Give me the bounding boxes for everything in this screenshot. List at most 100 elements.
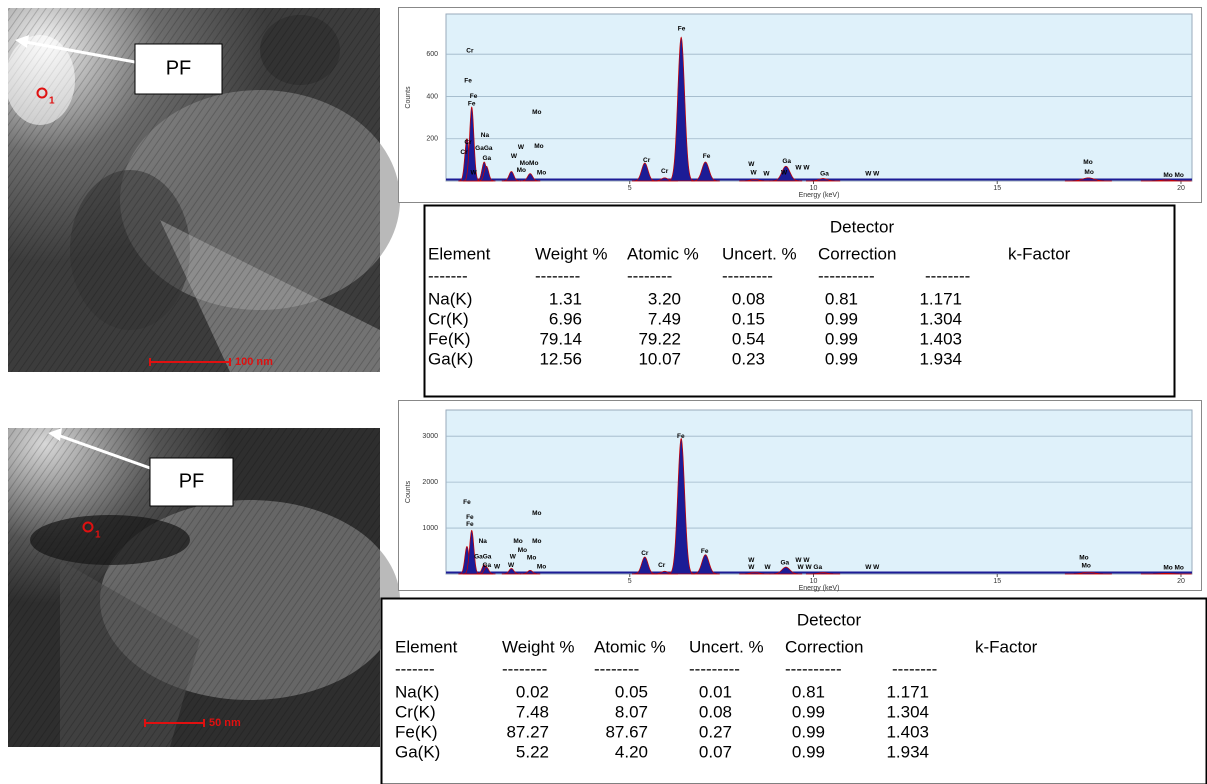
peak-annotation: W W <box>865 564 880 571</box>
table-cell: 0.23 <box>732 349 765 368</box>
peak-annotation: Mo <box>537 170 546 177</box>
table-cell: 79.14 <box>539 329 582 348</box>
peak-annotation: Mo Mo <box>1163 172 1184 179</box>
table-cell: 0.54 <box>732 329 765 348</box>
table-header: k-Factor <box>1008 244 1071 263</box>
table-cell: Na(K) <box>395 682 439 701</box>
peak <box>520 173 541 182</box>
table-cell: 7.48 <box>516 702 549 721</box>
probe-label: 1 <box>49 96 55 107</box>
peak-annotation: Fe <box>701 548 709 555</box>
table-cell: Ga(K) <box>395 742 440 761</box>
peak-annotation: Cr <box>643 157 651 164</box>
table-cell: 0.81 <box>792 682 825 701</box>
scale-label: 50 nm <box>209 717 241 729</box>
peak-annotation: W <box>518 144 525 151</box>
y-tick-label: 1000 <box>422 525 438 532</box>
peak-annotation: Mo <box>532 538 541 545</box>
arrow <box>55 433 151 470</box>
peak-annotation: Fe <box>466 514 474 521</box>
table-cell: 10.07 <box>638 349 681 368</box>
peak-annotation: W <box>781 170 788 177</box>
y-tick-label: 400 <box>426 93 438 100</box>
table-cell: 3.20 <box>648 289 681 308</box>
label-box <box>149 457 234 507</box>
peak <box>1140 179 1192 182</box>
peak-annotation: Fe <box>470 93 478 100</box>
table-cell: 79.22 <box>638 329 681 348</box>
table-separator: -------- <box>627 266 672 285</box>
y-tick-label: 2000 <box>422 479 438 486</box>
peak-annotation: Ga <box>780 560 789 567</box>
table-cell: 0.99 <box>792 722 825 741</box>
table-header: Atomic % <box>627 244 699 263</box>
table-separator: --------- <box>722 266 773 285</box>
peak-annotation: Mo <box>1081 563 1090 570</box>
peak <box>739 571 771 575</box>
peak-annotation: Fe <box>466 521 474 528</box>
peak <box>691 554 720 575</box>
x-tick-label: 15 <box>993 578 1001 585</box>
peak <box>1064 571 1112 575</box>
peak-annotation: Mo <box>532 510 541 517</box>
peak-annotation: W <box>510 554 517 561</box>
y-axis-label: Counts <box>405 86 412 109</box>
peak <box>477 165 496 182</box>
plot-area <box>445 13 1193 182</box>
table-cell: Na(K) <box>428 289 472 308</box>
peak-annotation: Cr <box>464 139 472 146</box>
table-cell: 0.08 <box>699 702 732 721</box>
table-cell: 0.05 <box>615 682 648 701</box>
arrow <box>22 40 136 64</box>
table-cell: 0.81 <box>825 289 858 308</box>
table-header: Atomic % <box>594 637 666 656</box>
table-cell: 0.99 <box>792 702 825 721</box>
peak <box>501 568 522 575</box>
table-separator: ---------- <box>785 659 842 678</box>
x-tick-label: 5 <box>628 185 632 192</box>
peak-annotation: Fe <box>468 101 476 108</box>
scale-label: 100 nm <box>235 356 273 368</box>
table-cell: 0.99 <box>792 742 825 761</box>
probe-marker <box>82 521 94 533</box>
table-cell: Cr(K) <box>428 309 469 328</box>
y-tick-label: 3000 <box>422 433 438 440</box>
table-cell: 4.20 <box>615 742 648 761</box>
table-cell: Ga(K) <box>428 349 473 368</box>
table-cell: 1.171 <box>886 682 929 701</box>
table-cell: 0.02 <box>516 682 549 701</box>
peak <box>1140 572 1192 575</box>
peak-annotation: W <box>748 557 755 564</box>
label-box <box>134 43 223 95</box>
table-cell: 1.934 <box>886 742 929 761</box>
peak <box>769 165 803 182</box>
peak <box>691 161 720 182</box>
table-header: Detector <box>830 217 895 236</box>
table-header: Uncert. % <box>689 637 764 656</box>
table-header: Element <box>428 244 491 263</box>
table-cell: 1.171 <box>919 289 962 308</box>
peak-annotation: Fe <box>677 433 685 440</box>
table-cell: 0.99 <box>825 309 858 328</box>
table-header: Weight % <box>502 637 574 656</box>
peak <box>667 437 695 575</box>
table-separator: --------- <box>689 659 740 678</box>
table-separator: ---------- <box>818 266 875 285</box>
peak <box>501 171 522 182</box>
table-cell: 1.304 <box>886 702 929 721</box>
peak-annotation: W W Ga <box>798 564 823 571</box>
peak-annotation: W <box>511 153 518 160</box>
peak-annotation: Fe <box>463 499 471 506</box>
peak-annotation: Cr <box>641 550 649 557</box>
peak-annotation: Mo <box>1083 159 1092 166</box>
peak-annotation: Cr <box>658 562 666 569</box>
y-tick-label: 200 <box>426 136 438 143</box>
table-separator: ------- <box>428 266 468 285</box>
peak <box>520 569 541 575</box>
peak-annotation: GaGa <box>475 145 493 152</box>
y-tick-label: 600 <box>426 51 438 58</box>
peak <box>805 178 841 182</box>
table-cell: 1.934 <box>919 349 962 368</box>
table-separator: -------- <box>925 266 970 285</box>
